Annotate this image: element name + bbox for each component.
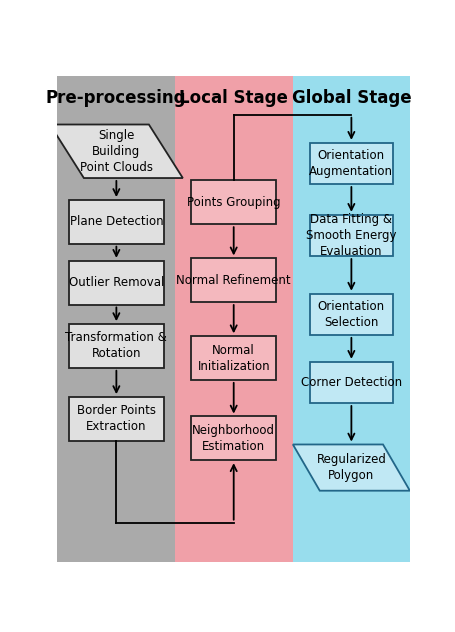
Bar [292, 76, 410, 562]
Text: Border Points
Extraction: Border Points Extraction [77, 404, 156, 434]
Bar [309, 215, 392, 256]
Bar [57, 76, 174, 562]
Text: Transformation &
Rotation: Transformation & Rotation [66, 331, 167, 360]
Text: Regularized
Polygon: Regularized Polygon [316, 453, 385, 482]
Text: Orientation
Augmentation: Orientation Augmentation [308, 149, 393, 178]
Bar [69, 261, 164, 305]
Bar [69, 397, 164, 441]
Bar [191, 336, 276, 380]
Bar [191, 416, 276, 460]
Bar [191, 258, 276, 302]
Text: Points Grouping: Points Grouping [187, 196, 280, 209]
Text: Neighborhood
Estimation: Neighborhood Estimation [192, 424, 275, 453]
Text: Data Fitting &
Smooth Energy
Evaluation: Data Fitting & Smooth Energy Evaluation [305, 213, 396, 258]
Bar [309, 294, 392, 335]
Bar [309, 362, 392, 403]
Bar [309, 143, 392, 184]
Text: Corner Detection: Corner Detection [300, 376, 401, 389]
Text: Single
Building
Point Clouds: Single Building Point Clouds [80, 129, 152, 174]
Polygon shape [50, 125, 182, 178]
Bar [174, 76, 292, 562]
Text: Outlier Removal: Outlier Removal [69, 276, 164, 289]
Bar [69, 200, 164, 244]
Text: Plane Detection: Plane Detection [70, 216, 163, 228]
Text: Normal Refinement: Normal Refinement [176, 274, 290, 287]
Text: Pre-processing: Pre-processing [46, 88, 186, 107]
Polygon shape [292, 444, 409, 490]
Text: Local Stage: Local Stage [179, 88, 288, 107]
Text: Orientation
Selection: Orientation Selection [317, 300, 384, 329]
Bar [69, 324, 164, 368]
Text: Global Stage: Global Stage [291, 88, 410, 107]
Text: Normal
Initialization: Normal Initialization [197, 344, 269, 373]
Bar [191, 181, 276, 224]
